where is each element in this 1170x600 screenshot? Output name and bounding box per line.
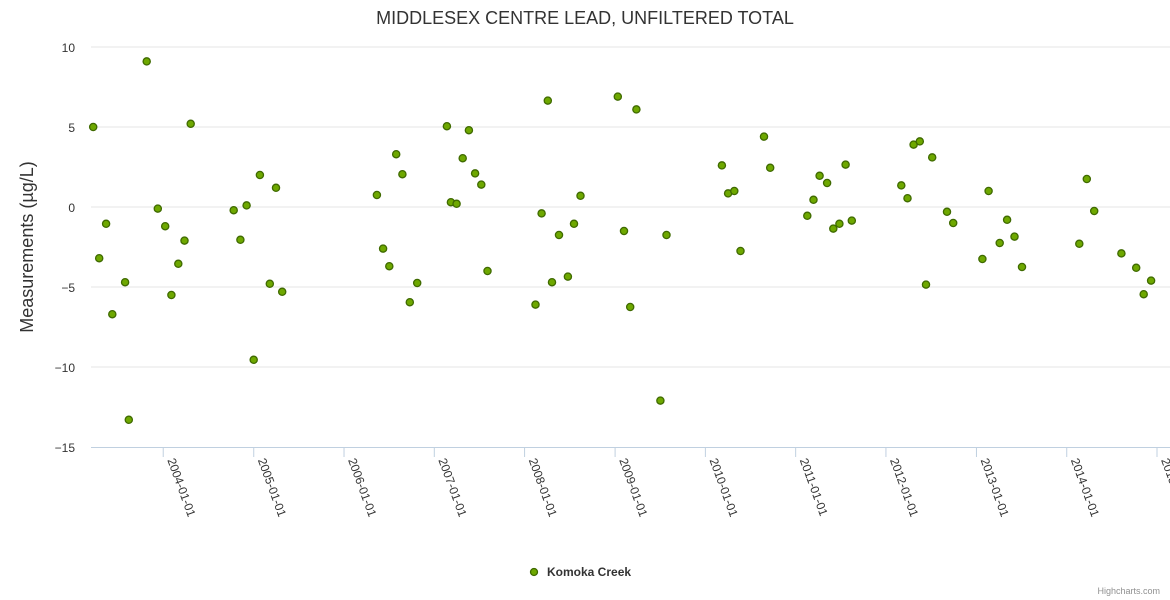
data-point[interactable] xyxy=(632,105,641,114)
data-point[interactable] xyxy=(554,230,564,240)
data-point[interactable] xyxy=(391,149,401,159)
data-point[interactable] xyxy=(927,153,937,162)
data-point[interactable] xyxy=(531,300,540,309)
y-tick-label: 10 xyxy=(62,41,76,55)
data-point[interactable] xyxy=(547,277,557,287)
data-point[interactable] xyxy=(835,219,844,229)
data-point[interactable] xyxy=(255,170,265,180)
legend-item-komoka-creek[interactable]: Komoka Creek xyxy=(547,565,631,579)
y-tick-label: 5 xyxy=(68,121,75,135)
y-tick-label: −10 xyxy=(55,361,76,375)
data-point[interactable] xyxy=(1089,206,1099,216)
data-point[interactable] xyxy=(101,219,111,229)
data-point[interactable] xyxy=(563,272,573,281)
data-point[interactable] xyxy=(186,119,195,129)
data-point[interactable] xyxy=(576,191,585,201)
data-point[interactable] xyxy=(236,235,245,245)
data-point[interactable] xyxy=(385,261,394,271)
data-point[interactable] xyxy=(809,195,818,205)
data-point[interactable] xyxy=(1131,263,1141,273)
y-axis-title: Measurements (µg/L) xyxy=(17,161,37,332)
data-point[interactable] xyxy=(271,183,281,193)
data-point[interactable] xyxy=(470,169,480,178)
data-point[interactable] xyxy=(948,218,958,228)
data-point[interactable] xyxy=(180,236,189,245)
data-point[interactable] xyxy=(803,211,812,221)
data-point[interactable] xyxy=(120,277,130,287)
data-point[interactable] xyxy=(464,125,474,135)
data-point[interactable] xyxy=(1139,289,1148,299)
data-point[interactable] xyxy=(412,278,422,288)
data-point[interactable] xyxy=(815,171,824,181)
data-point[interactable] xyxy=(142,57,151,66)
legend[interactable]: Komoka Creek xyxy=(529,565,632,579)
data-point[interactable] xyxy=(903,193,912,203)
data-point[interactable] xyxy=(442,121,452,131)
data-point[interactable] xyxy=(174,259,183,269)
data-point[interactable] xyxy=(124,415,134,425)
data-point[interactable] xyxy=(736,246,745,256)
data-point[interactable] xyxy=(242,201,251,210)
legend-marker xyxy=(529,567,539,577)
data-point[interactable] xyxy=(569,219,579,229)
data-point[interactable] xyxy=(167,290,176,300)
data-point[interactable] xyxy=(847,216,857,225)
data-point[interactable] xyxy=(759,132,769,141)
data-point[interactable] xyxy=(619,226,629,236)
chart-title: MIDDLESEX CENTRE LEAD, UNFILTERED TOTAL xyxy=(376,8,794,28)
data-point[interactable] xyxy=(1075,239,1084,249)
data-point[interactable] xyxy=(229,205,238,215)
data-point[interactable] xyxy=(1017,262,1027,272)
data-point[interactable] xyxy=(656,396,665,405)
data-point[interactable] xyxy=(477,180,486,189)
data-point[interactable] xyxy=(108,309,117,319)
data-point[interactable] xyxy=(537,209,546,218)
data-point[interactable] xyxy=(915,137,925,146)
data-point[interactable] xyxy=(765,163,775,173)
data-point[interactable] xyxy=(483,266,492,276)
data-point[interactable] xyxy=(942,207,952,217)
data-point[interactable] xyxy=(662,230,671,240)
credits-link[interactable]: Highcharts.com xyxy=(1097,586,1160,596)
y-axis-ticks: −15 −10 −5 0 5 10 xyxy=(55,41,76,455)
data-point[interactable] xyxy=(405,297,415,307)
data-point[interactable] xyxy=(94,253,104,263)
data-point[interactable] xyxy=(398,169,407,179)
data-point[interactable] xyxy=(625,302,635,312)
data-point[interactable] xyxy=(841,160,850,169)
y-tick-label: 0 xyxy=(68,201,75,215)
data-point[interactable] xyxy=(543,96,553,105)
data-point[interactable] xyxy=(378,244,388,253)
data-points xyxy=(88,57,1156,425)
data-point[interactable] xyxy=(1082,174,1092,184)
data-point[interactable] xyxy=(458,153,467,163)
data-point[interactable] xyxy=(829,224,838,233)
data-point[interactable] xyxy=(1117,249,1126,258)
data-point[interactable] xyxy=(822,178,832,188)
data-point[interactable] xyxy=(921,280,931,289)
data-point[interactable] xyxy=(452,199,461,209)
data-point[interactable] xyxy=(153,204,163,213)
data-point[interactable] xyxy=(1146,276,1156,285)
data-point[interactable] xyxy=(897,181,906,190)
data-point[interactable] xyxy=(277,287,287,297)
data-point[interactable] xyxy=(613,92,623,101)
data-point[interactable] xyxy=(1002,215,1012,225)
data-point[interactable] xyxy=(730,186,739,196)
y-tick-label: −15 xyxy=(55,441,76,455)
data-point[interactable] xyxy=(995,238,1004,248)
y-tick-label: −5 xyxy=(61,281,75,295)
data-point[interactable] xyxy=(88,122,98,132)
data-point[interactable] xyxy=(717,161,727,170)
data-point[interactable] xyxy=(372,190,382,200)
data-point[interactable] xyxy=(249,355,258,365)
data-point[interactable] xyxy=(265,279,275,289)
data-point[interactable] xyxy=(978,254,987,264)
data-point[interactable] xyxy=(1010,232,1019,241)
data-point[interactable] xyxy=(160,221,170,231)
data-point[interactable] xyxy=(984,186,993,196)
